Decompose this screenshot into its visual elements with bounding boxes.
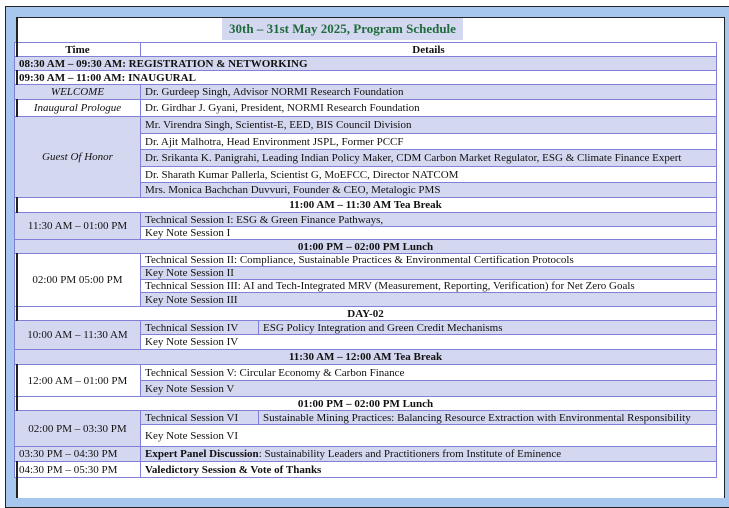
lunch-row: 01:00 PM – 02:00 PM Lunch [14,396,717,411]
slot-time: 02:00 PM – 03:30 PM [14,410,141,447]
valedictory-row: Valedictory Session & Vote of Thanks [140,461,717,478]
welcome-role: WELCOME [14,84,141,100]
keynote-item: Key Note Session III [140,292,717,307]
left-edge [16,17,18,57]
left-edge [16,70,18,85]
left-edge [16,197,18,213]
keynote-item: Key Note Session V [140,380,717,397]
keynote-item: Key Note Session I [140,226,717,240]
left-edge [16,364,18,411]
guest-role: Guest Of Honor [14,116,141,198]
slot-time: 12:00 AM – 01:00 PM [14,364,141,397]
panel-text: : Sustainability Leaders and Practitione… [258,448,562,460]
slot-time: 03:30 PM – 04:30 PM [14,446,141,462]
keynote-item: Key Note Session IV [140,334,717,350]
session-item: Technical Session VI [140,410,259,425]
guest-name: Mrs. Monica Bachchan Duvvuri, Founder & … [140,182,717,198]
guest-name: Mr. Virendra Singh, Scientist-E, EED, BI… [140,116,717,134]
session-topic: ESG Policy Integration and Green Credit … [258,320,717,335]
registration-row: 08:30 AM – 09:30 AM: REGISTRATION & NETW… [14,56,717,71]
session-topic: Sustainable Mining Practices: Balancing … [258,410,717,425]
session-item: Technical Session I: ESG & Green Finance… [140,212,717,227]
slot-time: 02:00 PM 05:00 PM [14,253,141,307]
session-item: Technical Session V: Circular Economy & … [140,364,717,381]
panel-row: Expert Panel Discussion: Sustainability … [140,446,717,462]
left-edge [16,99,18,117]
guest-name: Dr. Sharath Kumar Pallerla, Scientist G,… [140,166,717,183]
keynote-item: Key Note Session II [140,266,717,280]
session-item: Technical Session IV [140,320,259,335]
keynote-item: Key Note Session VI [140,424,717,447]
welcome-name: Dr. Gurdeep Singh, Advisor NORMI Researc… [140,84,717,100]
schedule-title: 30th – 31st May 2025, Program Schedule [222,18,463,40]
prologue-name: Dr. Girdhar J. Gyani, President, NORMI R… [140,99,717,117]
inaugural-row: 09:30 AM – 11:00 AM: INAUGURAL [14,70,717,85]
guest-name: Dr. Srikanta K. Panigrahi, Leading India… [140,149,717,167]
tea-break-row: 11:30 AM – 12:00 AM Tea Break [14,349,717,365]
slot-time: 10:00 AM – 11:30 AM [14,320,141,350]
panel-label: Expert Panel Discussion [145,448,259,460]
header-details: Details [140,42,717,57]
header-time: Time [14,42,141,57]
slot-time: 11:30 AM – 01:00 PM [14,212,141,240]
guest-name: Dr. Ajit Malhotra, Head Environment JSPL… [140,133,717,150]
slot-time: 04:30 PM – 05:30 PM [14,461,141,478]
lunch-row: 01:00 PM – 02:00 PM Lunch [14,239,717,254]
left-edge [16,461,18,489]
session-item: Technical Session II: Compliance, Sustai… [140,253,717,267]
left-edge [16,253,18,321]
tea-break-row: 11:00 AM – 11:30 AM Tea Break [14,197,717,213]
session-item: Technical Session III: AI and Tech-Integ… [140,279,717,293]
prologue-role: Inaugural Prologue [14,99,141,117]
day-label-row: DAY-02 [14,306,717,321]
